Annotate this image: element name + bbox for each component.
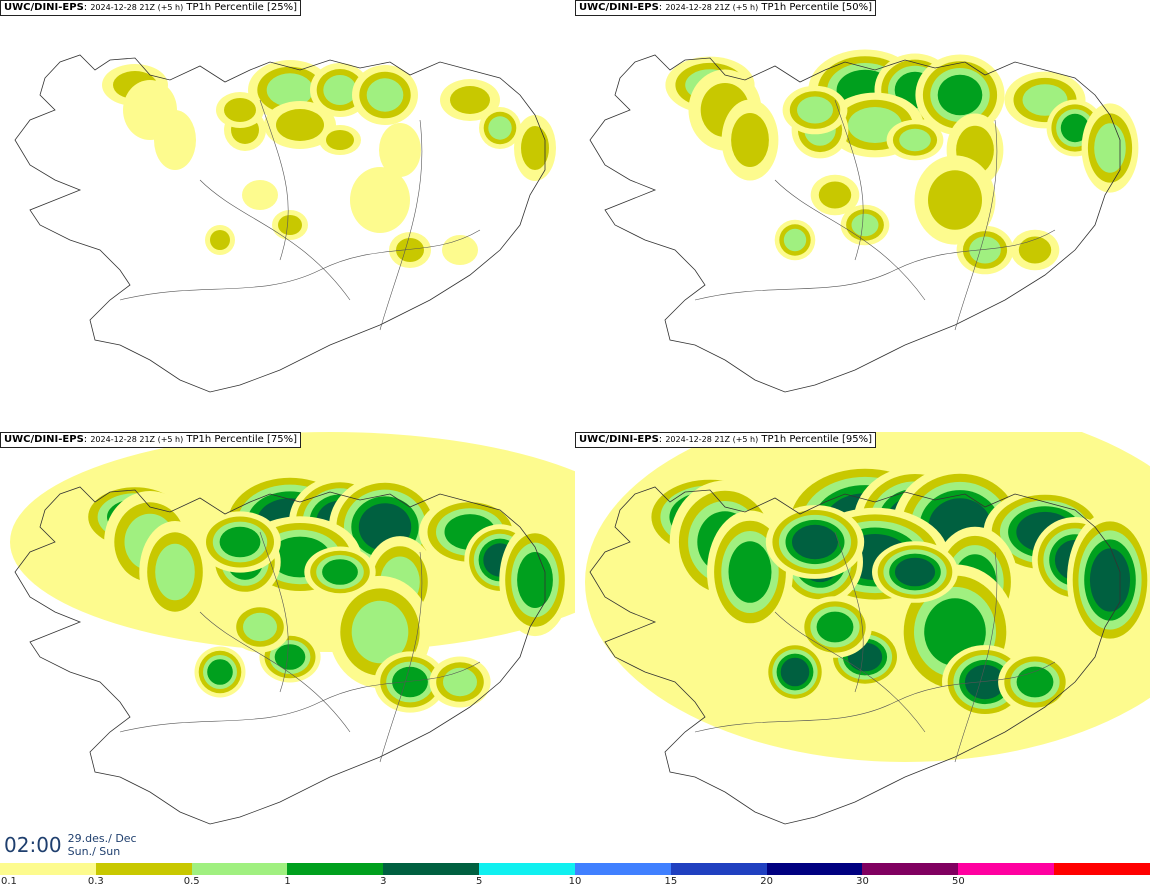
- region-boundaries: [694, 99, 1056, 331]
- legend-swatch: [670, 863, 767, 875]
- legend-swatch: [574, 863, 671, 875]
- precip-area: [379, 123, 421, 177]
- precip-area: [351, 600, 409, 664]
- legend-swatch: [479, 863, 575, 875]
- legend-tick-label: 0.5: [183, 876, 200, 887]
- legend-swatch: [383, 863, 480, 875]
- valid-day: Sun./ Sun: [67, 845, 121, 858]
- legend-tick-label: 30: [856, 876, 869, 887]
- precip-field: [10, 432, 575, 713]
- legend-swatch: [0, 863, 96, 875]
- map-panel-p25: UWC/DINI-EPS: 2024-12-28 21Z (+5 h) TP1h…: [0, 0, 575, 431]
- precip-area: [450, 86, 490, 114]
- legend-tick-labels: 0.1 0.3 0.5 1 3 5 10 15 20 30 50: [0, 876, 1150, 890]
- precip-area: [1089, 548, 1131, 612]
- legend-color-bar: [0, 863, 1150, 875]
- precip-area: [792, 524, 838, 560]
- map-panel-p95: UWC/DINI-EPS: 2024-12-28 21Z (+5 h) TP1h…: [575, 432, 1150, 863]
- precip-area: [783, 228, 807, 252]
- map-canvas: [14, 54, 556, 393]
- precip-area: [1094, 123, 1126, 173]
- legend-swatch: [862, 863, 959, 875]
- precip-area: [851, 213, 879, 237]
- precip-area: [488, 116, 512, 140]
- precip-area: [521, 126, 549, 170]
- coastline: [589, 54, 1121, 393]
- precip-area: [266, 73, 314, 107]
- region-boundaries: [119, 99, 481, 331]
- legend-tick-label: 5: [475, 876, 483, 887]
- precip-area: [224, 98, 256, 122]
- legend-tick-label: 15: [664, 876, 678, 887]
- valid-time-box: 02:00 29.des./ Dec Sun./ Sun: [0, 829, 143, 861]
- precip-area: [154, 110, 196, 170]
- precip-area: [350, 167, 410, 233]
- precip-area: [899, 128, 931, 152]
- valid-time: 02:00: [4, 833, 62, 857]
- precip-area: [278, 215, 302, 235]
- valid-date: 29.des./ Dec: [67, 832, 137, 845]
- legend-tick-label: 0.3: [87, 876, 104, 887]
- precip-area: [937, 74, 983, 116]
- precip-area: [210, 230, 230, 250]
- map-panel-p75: UWC/DINI-EPS: 2024-12-28 21Z (+5 h) TP1h…: [0, 432, 575, 863]
- precip-area: [323, 75, 357, 105]
- legend-swatch: [766, 863, 863, 875]
- precip-area: [219, 526, 261, 558]
- precip-area: [396, 238, 424, 262]
- panel-title: UWC/DINI-EPS: 2024-12-28 21Z (+5 h) TP1h…: [0, 0, 301, 16]
- precip-area: [326, 130, 354, 150]
- precip-area: [243, 612, 277, 642]
- legend-tick-label: 1: [284, 876, 291, 887]
- precip-field: [665, 49, 1139, 275]
- legend-tick-label: 50: [951, 876, 965, 887]
- precip-area: [155, 543, 195, 601]
- precip-area: [443, 667, 477, 697]
- precip-area: [894, 557, 936, 587]
- precip-area: [964, 664, 1006, 700]
- precip-area: [322, 559, 358, 585]
- coastline: [14, 486, 546, 825]
- precip-field: [585, 432, 1150, 762]
- coastline: [589, 486, 1121, 825]
- precip-area: [728, 541, 772, 603]
- map-canvas: [10, 432, 575, 825]
- precip-area: [780, 657, 810, 687]
- color-legend: 0.1 0.3 0.5 1 3 5 10 15 20 30 50: [0, 863, 1150, 891]
- precip-area: [1060, 113, 1090, 143]
- precip-area: [928, 170, 982, 230]
- legend-tick-label: 0.1: [1, 876, 17, 887]
- precip-area: [818, 181, 852, 209]
- precip-area: [207, 659, 233, 685]
- region-boundaries: [694, 531, 1056, 763]
- precip-area: [366, 78, 404, 112]
- region-boundaries: [119, 531, 481, 763]
- legend-tick-label: 10: [568, 876, 582, 887]
- map-canvas: [589, 49, 1139, 393]
- precip-area: [274, 644, 306, 670]
- panel-title: UWC/DINI-EPS: 2024-12-28 21Z (+5 h) TP1h…: [575, 0, 876, 16]
- precip-area: [392, 666, 428, 698]
- legend-swatch: [191, 863, 288, 875]
- precip-field: [102, 60, 556, 268]
- coastline: [14, 54, 546, 393]
- map-panel-p50: UWC/DINI-EPS: 2024-12-28 21Z (+5 h) TP1h…: [575, 0, 1150, 431]
- panel-title: UWC/DINI-EPS: 2024-12-28 21Z (+5 h) TP1h…: [0, 432, 301, 448]
- precip-area: [242, 180, 278, 210]
- legend-tick-label: 20: [760, 876, 774, 887]
- precip-area: [1018, 236, 1052, 264]
- legend-swatch: [287, 863, 384, 875]
- legend-swatch: [95, 863, 192, 875]
- precip-area: [276, 109, 324, 141]
- legend-swatch: [1054, 863, 1150, 875]
- precip-area: [797, 96, 833, 124]
- panel-title: UWC/DINI-EPS: 2024-12-28 21Z (+5 h) TP1h…: [575, 432, 876, 448]
- precip-area: [517, 552, 553, 608]
- precip-area: [816, 611, 854, 643]
- precip-area: [731, 113, 769, 167]
- legend-tick-label: 3: [380, 876, 387, 887]
- precip-area: [969, 236, 1001, 264]
- legend-swatch: [958, 863, 1055, 875]
- map-canvas: [585, 432, 1150, 825]
